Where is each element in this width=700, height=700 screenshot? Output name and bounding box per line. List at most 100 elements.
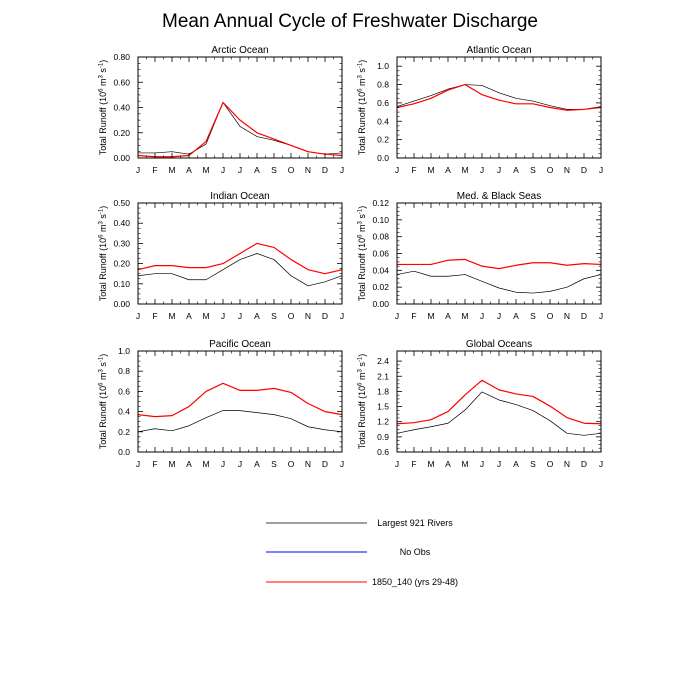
x-tick-label: S (271, 459, 277, 469)
x-tick-label: O (547, 165, 554, 175)
y-axis-label: Total Runoff (106 m3 s-1) (98, 206, 108, 301)
y-axis-label: Total Runoff (106 m3 s-1) (98, 60, 108, 155)
x-tick-label: O (288, 165, 295, 175)
x-tick-label: M (168, 165, 175, 175)
series-line-largest-921-rivers (137, 410, 343, 433)
y-tick-label: 0.0 (118, 447, 130, 457)
y-tick-label: 0.6 (377, 98, 389, 108)
x-tick-label: N (564, 311, 570, 321)
panel-title: Pacific Ocean (209, 339, 271, 350)
y-tick-label: 0.2 (118, 427, 130, 437)
x-tick-label: M (427, 459, 434, 469)
x-tick-label: A (186, 459, 192, 469)
x-tick-label: J (136, 165, 140, 175)
x-tick-label: M (427, 311, 434, 321)
x-tick-label: J (480, 311, 484, 321)
y-tick-label: 0.6 (118, 386, 130, 396)
x-tick-label: J (497, 459, 501, 469)
y-tick-label: 0.60 (113, 77, 130, 87)
figure-title: Mean Annual Cycle of Freshwater Discharg… (162, 11, 538, 32)
panel-title: Atlantic Ocean (466, 45, 531, 56)
y-tick-label: 0.40 (113, 103, 130, 113)
series-line-1850-140-yrs-29-48 (137, 242, 343, 275)
series-line-largest-921-rivers (396, 84, 602, 110)
x-tick-label: M (202, 459, 209, 469)
series-line-largest-921-rivers (138, 102, 343, 155)
x-tick-label: J (340, 459, 344, 469)
y-tick-label: 0.80 (113, 52, 130, 62)
x-tick-label: S (271, 311, 277, 321)
series-line-1850-140-yrs-29-48 (137, 382, 343, 418)
x-tick-label: D (581, 165, 587, 175)
x-tick-label: J (136, 311, 140, 321)
x-tick-label: N (564, 165, 570, 175)
x-tick-label: O (547, 311, 554, 321)
y-tick-label: 1.5 (377, 402, 389, 412)
x-tick-label: A (254, 459, 260, 469)
y-tick-label: 2.4 (377, 356, 389, 366)
legend: Largest 921 Rivers No Obs 1850_140 (yrs 29… (266, 518, 458, 587)
y-tick-label: 0.12 (372, 198, 389, 208)
y-tick-label: 0.2 (377, 135, 389, 145)
x-tick-label: J (599, 311, 603, 321)
x-tick-label: J (395, 165, 399, 175)
y-tick-label: 0.00 (113, 299, 130, 309)
y-tick-label: 0.8 (377, 80, 389, 90)
y-tick-label: 2.1 (377, 371, 389, 381)
series-line-largest-921-rivers (137, 253, 343, 287)
x-tick-label: J (395, 459, 399, 469)
x-tick-label: J (480, 165, 484, 175)
y-tick-label: 0.20 (113, 259, 130, 269)
x-tick-label: J (497, 165, 501, 175)
x-tick-label: J (480, 459, 484, 469)
x-tick-label: M (168, 459, 175, 469)
y-tick-label: 0.00 (372, 299, 389, 309)
y-tick-label: 1.8 (377, 386, 389, 396)
y-tick-label: 0.08 (372, 232, 389, 242)
y-tick-label: 0.00 (113, 153, 130, 163)
y-axis-label: Total Runoff (106 m3 s-1) (357, 206, 367, 301)
x-tick-label: J (599, 459, 603, 469)
x-tick-label: J (221, 165, 225, 175)
series-line-largest-921-rivers (396, 391, 602, 436)
x-tick-label: A (186, 165, 192, 175)
plot-frame (396, 56, 602, 159)
legend-item-no-obs: No Obs (266, 547, 431, 557)
y-axis-label: Total Runoff (106 m3 s-1) (98, 354, 108, 449)
x-tick-label: M (461, 165, 468, 175)
x-tick-label: J (238, 165, 242, 175)
y-tick-label: 0.20 (113, 128, 130, 138)
y-tick-label: 1.2 (377, 417, 389, 427)
x-tick-label: D (581, 459, 587, 469)
y-axis-label: Total Runoff (106 m3 s-1) (357, 60, 367, 155)
y-tick-label: 0.40 (113, 218, 130, 228)
x-tick-label: F (152, 459, 157, 469)
panel-title: Global Oceans (466, 339, 532, 350)
x-tick-label: F (152, 311, 157, 321)
x-tick-label: J (221, 459, 225, 469)
panel-title: Med. & Black Seas (457, 191, 541, 202)
x-tick-label: J (136, 459, 140, 469)
x-tick-label: S (271, 165, 277, 175)
x-tick-label: M (202, 165, 209, 175)
legend-item-1850-140-yrs-29-48: 1850_140 (yrs 29-48) (266, 577, 458, 587)
x-tick-label: M (168, 311, 175, 321)
x-tick-label: D (581, 311, 587, 321)
y-tick-label: 0.30 (113, 238, 130, 248)
y-tick-label: 0.50 (113, 198, 130, 208)
y-tick-label: 0.10 (372, 215, 389, 225)
x-tick-label: N (305, 459, 311, 469)
x-tick-label: A (445, 165, 451, 175)
series-line-1850-140-yrs-29-48 (396, 83, 602, 111)
x-tick-label: A (513, 459, 519, 469)
y-tick-label: 0.06 (372, 249, 389, 259)
x-tick-label: F (411, 459, 416, 469)
y-tick-label: 0.9 (377, 432, 389, 442)
x-tick-label: J (340, 311, 344, 321)
